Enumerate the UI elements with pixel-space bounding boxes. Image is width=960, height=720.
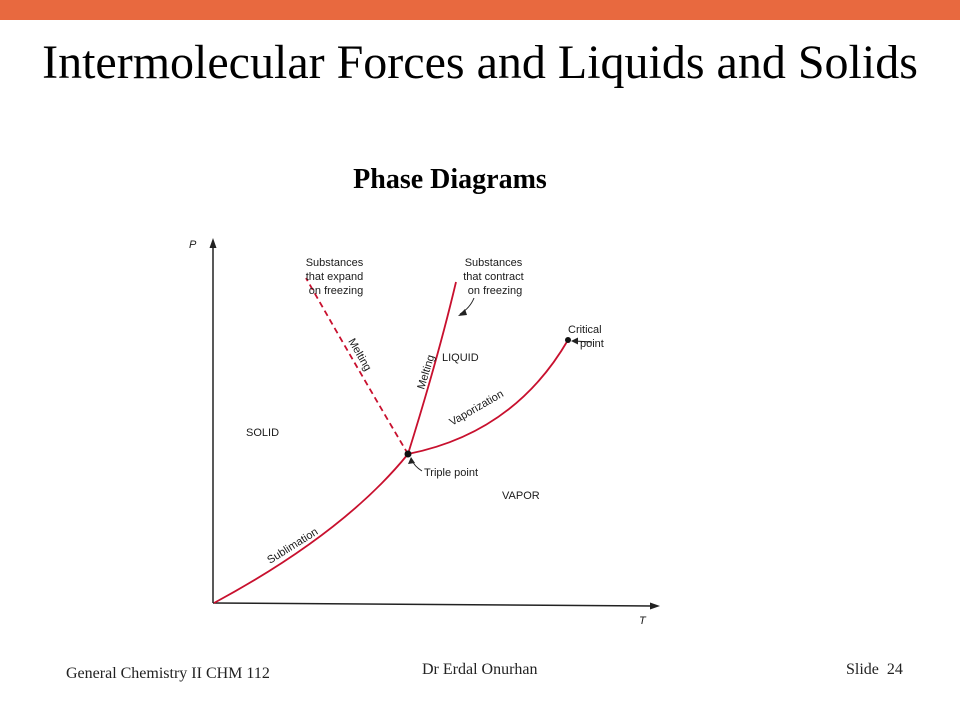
label-contract-line-1: Substances: [465, 257, 523, 269]
label-critical-line-1: Critical: [568, 324, 602, 336]
p-axis-arrow: [209, 238, 217, 248]
vaporization-curve: [407, 339, 569, 455]
label-expand: Substances that expand on freezing: [306, 257, 367, 297]
sublimation-curve: [213, 453, 409, 604]
critical-pointer-head: [571, 337, 578, 345]
p-axis-label: P: [189, 239, 197, 251]
label-critical-line-2: point: [580, 338, 604, 350]
triple-pointer-head: [408, 457, 415, 464]
t-axis: [212, 602, 653, 607]
footer-slide: Slide 24: [846, 661, 903, 679]
critical-point-marker: [565, 337, 571, 343]
label-expand-line-2: that expand: [306, 271, 364, 283]
footer-slide-label: Slide: [846, 661, 879, 678]
label-sublimation: Sublimation: [265, 526, 320, 567]
label-melting-solid: Melting: [415, 353, 437, 390]
label-contract: Substances that contract on freezing: [463, 257, 527, 297]
t-axis-arrow: [650, 602, 660, 610]
slide-subtitle: Phase Diagrams: [353, 164, 547, 195]
triple-point-marker: [404, 450, 412, 458]
label-contract-line-2: that contract: [463, 271, 524, 283]
melting-curve-expand: [305, 277, 409, 455]
footer-slide-number: 24: [886, 661, 903, 678]
contract-pointer: [459, 297, 475, 315]
footer-course: General Chemistry II CHM 112: [66, 665, 270, 682]
t-axis-label: T: [639, 615, 647, 627]
label-vaporization: Vaporization: [448, 388, 506, 429]
label-contract-line-3: on freezing: [468, 285, 522, 297]
label-expand-line-1: Substances: [306, 257, 364, 269]
footer-author: Dr Erdal Onurhan: [422, 661, 538, 678]
label-liquid: LIQUID: [442, 352, 479, 364]
top-accent-bar: [0, 0, 960, 20]
phase-diagram-svg: P T Substances that expand on freezing S…: [189, 238, 660, 627]
label-expand-line-3: on freezing: [309, 285, 363, 297]
contract-pointer-head: [458, 309, 467, 316]
label-vapor: VAPOR: [502, 490, 540, 502]
phase-diagram: P T Substances that expand on freezing S…: [184, 228, 664, 633]
label-triple: Triple point: [424, 467, 478, 479]
label-solid: SOLID: [246, 427, 279, 439]
melting-curve-contract: [407, 281, 457, 455]
slide-title: Intermolecular Forces and Liquids and So…: [42, 36, 918, 89]
label-critical: Critical point: [568, 324, 605, 350]
